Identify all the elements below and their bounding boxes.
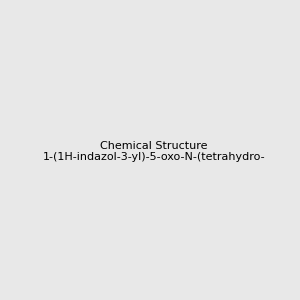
Text: Chemical Structure
1-(1H-indazol-3-yl)-5-oxo-N-(tetrahydro-: Chemical Structure 1-(1H-indazol-3-yl)-5… [42, 141, 265, 162]
